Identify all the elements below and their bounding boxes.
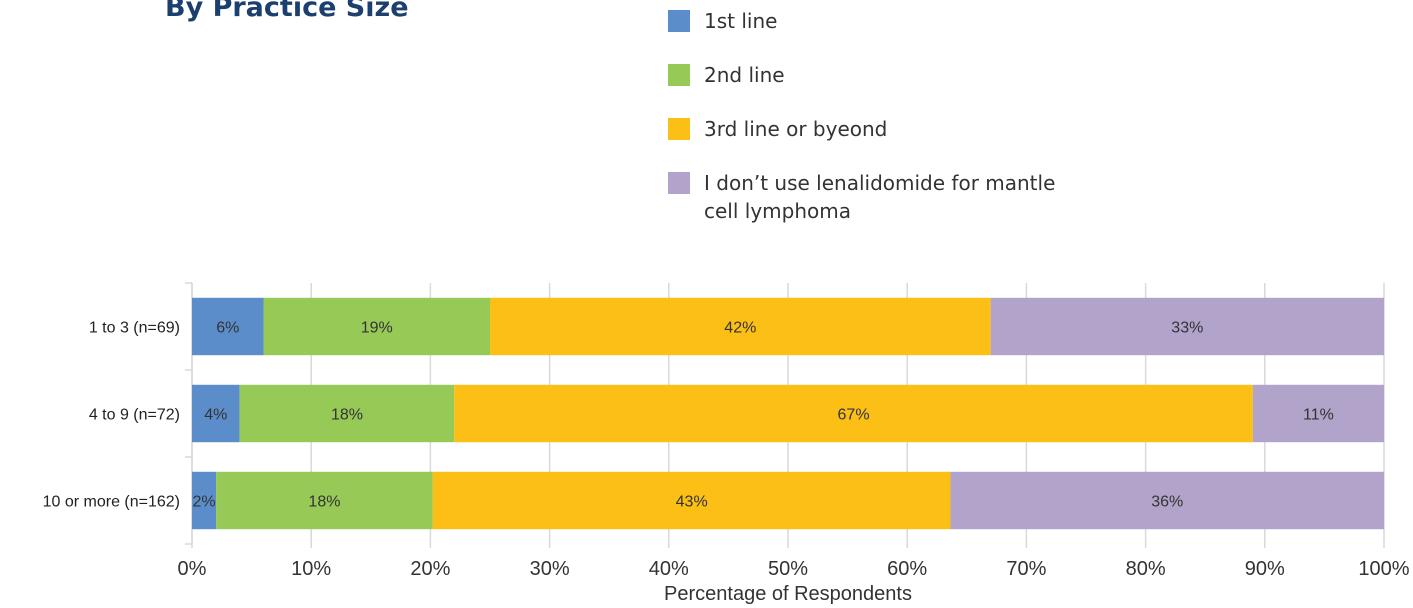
legend-swatch-2nd-line: [668, 64, 690, 86]
data-label: 4%: [204, 407, 227, 424]
bar-segment: [192, 384, 240, 443]
legend-label-no-use: I don’t use lenalidomide for mantle cell…: [704, 171, 1056, 223]
legend-label-3rd-line: 3rd line or byeond: [704, 117, 888, 141]
x-tick-label: 10%: [291, 558, 331, 580]
x-axis-title: Percentage of Respondents: [664, 583, 912, 605]
legend-swatch-1st-line: [668, 10, 690, 32]
bar-segment: [192, 471, 217, 530]
bar-segment: [263, 297, 490, 356]
category-label: 10 or more (n=162): [43, 494, 180, 511]
x-tick-label: 40%: [649, 558, 689, 580]
x-tick-label: 90%: [1245, 558, 1285, 580]
legend-label-2nd-line: 2nd line: [704, 63, 785, 87]
bar-segment: [454, 384, 1253, 443]
x-tick-label: 60%: [887, 558, 927, 580]
x-tick-label: 70%: [1006, 558, 1046, 580]
x-tick-label: 0%: [178, 558, 207, 580]
legend-swatch-no-use: [668, 172, 690, 194]
data-label: 42%: [724, 320, 756, 337]
bar-segment: [216, 471, 433, 530]
legend-label-1st-line: 1st line: [704, 9, 778, 33]
data-label: 67%: [838, 407, 870, 424]
chart-title: By Practice Size: [165, 0, 409, 23]
chart-legend: 1st line 2nd line 3rd line or byeond I d…: [668, 7, 1128, 251]
legend-swatch-3rd-line: [668, 118, 690, 140]
x-tick-label: 80%: [1126, 558, 1166, 580]
bar-segment: [990, 297, 1384, 356]
bar-segment: [1252, 384, 1384, 443]
data-label: 11%: [1303, 407, 1334, 424]
category-label: 4 to 9 (n=72): [89, 407, 180, 424]
bar-segment: [432, 471, 951, 530]
x-tick-label: 30%: [530, 558, 570, 580]
legend-item-no-use: I don’t use lenalidomide for mantle cell…: [668, 169, 1128, 225]
bar-segment: [192, 297, 264, 356]
data-label: 36%: [1151, 494, 1183, 511]
x-tick-label: 100%: [1358, 558, 1409, 580]
data-label: 2%: [192, 494, 215, 511]
legend-item-2nd-line: 2nd line: [668, 61, 1128, 89]
legend-item-1st-line: 1st line: [668, 7, 1128, 35]
x-tick-label: 20%: [410, 558, 450, 580]
bar-segment: [950, 471, 1384, 530]
data-label: 33%: [1171, 320, 1203, 337]
data-label: 6%: [216, 320, 239, 337]
data-label: 19%: [361, 320, 393, 337]
x-tick-label: 50%: [768, 558, 808, 580]
bar-segment: [490, 297, 991, 356]
category-label: 1 to 3 (n=69): [89, 320, 180, 337]
bar-segment: [239, 384, 455, 443]
data-label: 18%: [331, 407, 363, 424]
data-label: 43%: [676, 494, 708, 511]
legend-item-3rd-line: 3rd line or byeond: [668, 115, 1128, 143]
data-label: 18%: [308, 494, 340, 511]
